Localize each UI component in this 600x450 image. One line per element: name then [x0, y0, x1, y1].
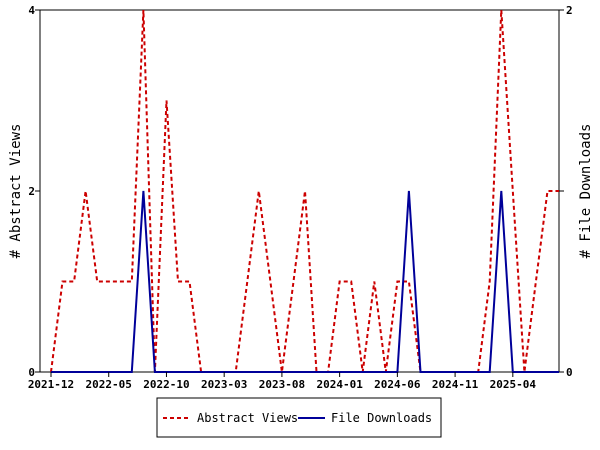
right-y-tick-label: 0: [566, 366, 573, 379]
x-tick-label: 2022-10: [143, 378, 189, 391]
series-line-file-downloads: [51, 190, 559, 373]
left-y-tick-label: 2: [28, 185, 35, 198]
x-tick-label: 2024-11: [432, 378, 479, 391]
x-axis: 2021-12 2022-05 2022-10 2023-03 2023-08 2024-…: [28, 372, 537, 391]
x-tick-label: 2022-05: [86, 378, 132, 391]
right-y-tick-label: 2: [566, 4, 573, 17]
legend-label-abstract-views: Abstract Views: [197, 411, 298, 425]
left-y-axis: 0 2 4: [28, 4, 40, 379]
x-tick-label: 2024-06: [374, 378, 421, 391]
left-y-axis-title: # Abstract Views: [8, 124, 24, 259]
x-tick-label: 2025-04: [490, 378, 537, 391]
x-tick-label: 2023-08: [259, 378, 305, 391]
right-y-axis: 02: [559, 4, 573, 379]
right-y-axis-title: # File Downloads: [578, 124, 594, 259]
legend-label-file-downloads: File Downloads: [331, 411, 432, 425]
series-layer: [50, 9, 559, 373]
left-y-tick-label: 4: [28, 4, 35, 17]
plot-area: [39, 9, 560, 373]
legend: Abstract Views File Downloads: [156, 397, 442, 438]
x-tick-label: 2023-03: [201, 378, 247, 391]
left-y-tick-label: 0: [28, 366, 35, 379]
x-tick-label: 2021-12: [28, 378, 74, 391]
x-tick-label: 2024-01: [316, 378, 363, 391]
